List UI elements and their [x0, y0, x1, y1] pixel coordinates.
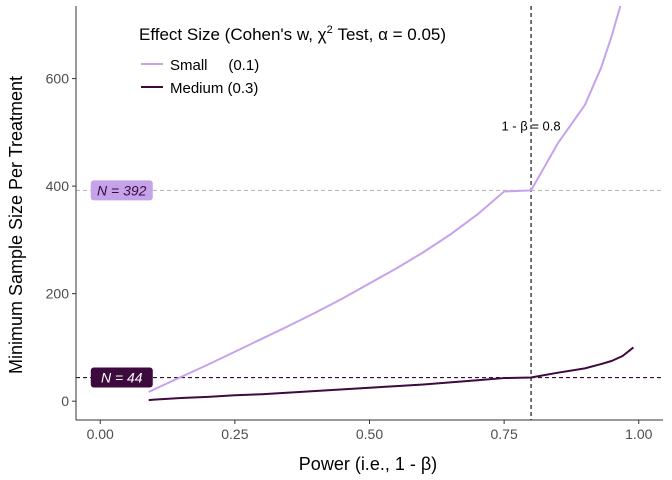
annotation-badge-text-2: N = 44: [101, 370, 143, 386]
x-tick-label-0: 0.00: [87, 426, 114, 442]
y-tick-label-2: 400: [46, 178, 70, 194]
x-tick-label-2: 0.50: [356, 426, 383, 442]
y-tick-label-1: 200: [46, 286, 70, 302]
annotation-text-0: 1 - β = 0.8: [501, 118, 560, 133]
x-tick-label-4: 1.00: [625, 426, 652, 442]
legend-title-suffix: Test, α = 0.05): [333, 25, 446, 44]
y-tick-label-3: 600: [46, 71, 70, 87]
series-line-1: [148, 346, 635, 402]
series-line-0: [148, 6, 622, 393]
y-tick-label-0: 0: [61, 393, 69, 409]
x-tick-label-3: 0.75: [491, 426, 518, 442]
annotation-badge-text-1: N = 392: [97, 182, 147, 198]
x-axis-title: Power (i.e., 1 - β): [299, 454, 437, 474]
legend-title: Effect Size (Cohen's w, χ2 Test, α = 0.0…: [139, 24, 446, 44]
y-axis-title: Minimum Sample Size Per Treatment: [6, 76, 26, 374]
plot-area: 1 - β = 0.8 N = 392 N = 44: [76, 6, 663, 420]
legend-title-superscript: 2: [327, 24, 333, 36]
legend-title-prefix: Effect Size (Cohen's w, χ: [139, 25, 327, 44]
legend: Effect Size (Cohen's w, χ2 Test, α = 0.0…: [139, 24, 446, 97]
annotation-badge-2: [90, 367, 153, 388]
annotation-badge-1: [90, 180, 153, 201]
x-tick-label-1: 0.25: [221, 426, 248, 442]
legend-label-medium: Medium (0.3): [170, 80, 258, 97]
axes: 0.00 0.25 0.50 0.75 1.00 0 200 400 600: [46, 6, 663, 442]
legend-label-small: Small (0.1): [170, 57, 259, 74]
